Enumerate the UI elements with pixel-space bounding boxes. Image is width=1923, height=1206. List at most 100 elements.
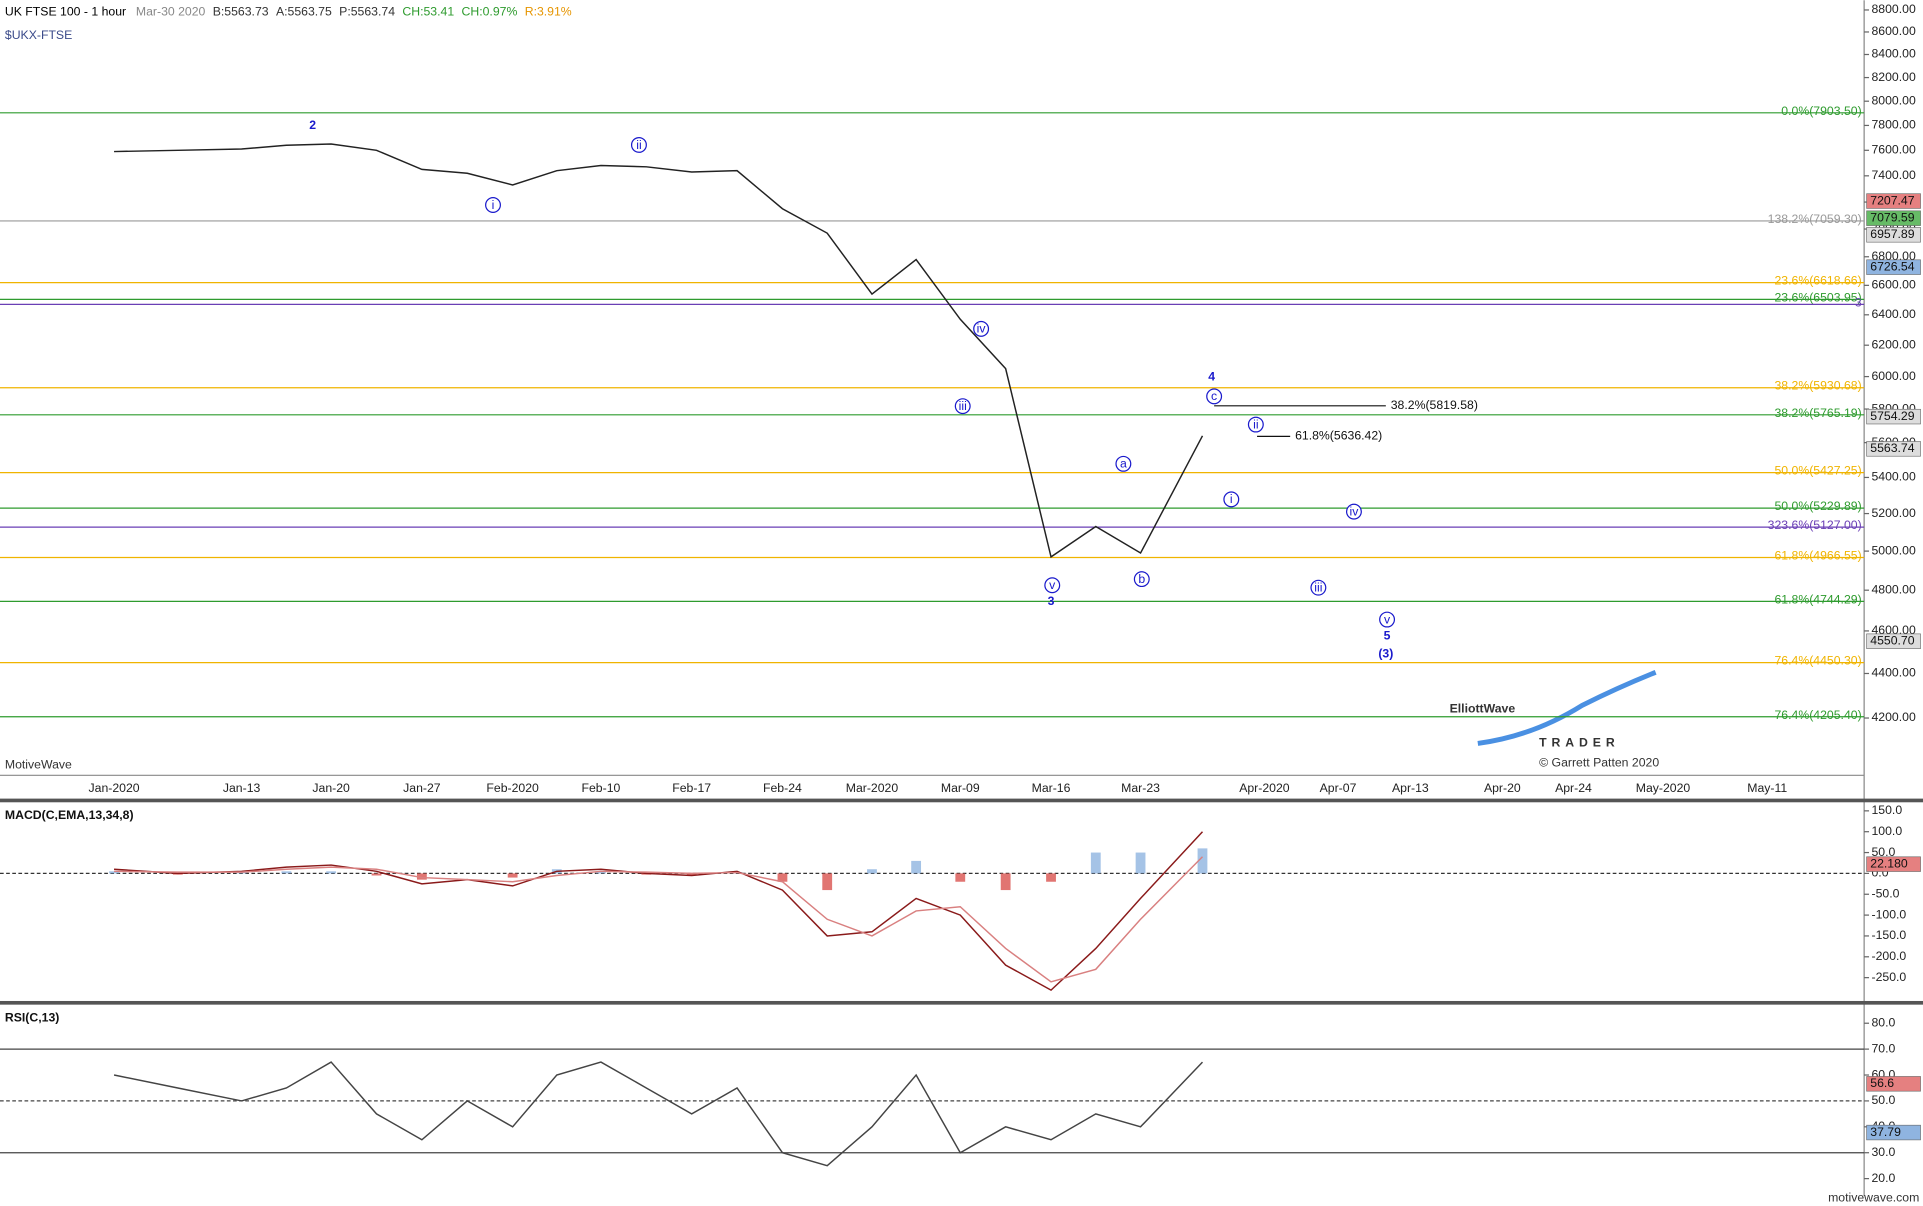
price-tag-label: 7207.47: [1870, 193, 1914, 207]
title: UK FTSE 100 - 1 hour: [5, 5, 126, 19]
logo: ElliottWave: [1450, 701, 1516, 715]
fib-label: 50.0%(5229.89): [1774, 499, 1861, 513]
wave-circle: [1345, 503, 1362, 520]
fib-label: 50.0%(5427.25): [1774, 464, 1861, 478]
x-tick-label: Apr-07: [1320, 781, 1357, 795]
histogram-bar: [822, 873, 833, 891]
wave-circle: [954, 398, 971, 415]
wave-label: iv: [1350, 504, 1360, 518]
fib-label: 76.4%(4205.40): [1774, 708, 1861, 722]
histogram-bar: [507, 873, 518, 878]
wave-circle: [1133, 571, 1150, 588]
y-tick-label: 6200.00: [1871, 337, 1915, 351]
price-tag: [1866, 1124, 1921, 1141]
wave-label: c: [1211, 389, 1217, 403]
wave-label: i: [492, 198, 495, 212]
series-line: [114, 856, 1204, 983]
fib-label: 23.6%(6618.66): [1774, 274, 1861, 288]
y-tick-label: 5000.00: [1871, 543, 1915, 557]
y-tick-label: 5200.00: [1871, 506, 1915, 520]
price-tag-label: 6957.89: [1870, 227, 1914, 241]
histogram-bar: [371, 873, 382, 876]
wave-label: (3): [1378, 647, 1393, 661]
copyright: © Garrett Patten 2020: [1539, 755, 1659, 769]
y-tick-label: 8600.00: [1871, 24, 1915, 38]
y-tick-label: 6000.00: [1871, 369, 1915, 383]
price-tag: [1866, 441, 1921, 457]
wave-label: ii: [636, 138, 641, 152]
y-tick-label: 100.0: [1871, 824, 1902, 838]
wave-circle: [1206, 388, 1223, 405]
histogram-bar: [236, 872, 247, 874]
y-tick-label: -50.0: [1871, 886, 1899, 900]
header-line: UK FTSE 100 - 1 hour Mar-30 2020 B:5563.73…: [5, 5, 572, 19]
x-tick-label: Feb-10: [582, 781, 621, 795]
histogram-bar: [1000, 873, 1011, 891]
histogram-bar: [1046, 873, 1056, 882]
price-tag-label: 4550.70: [1870, 633, 1914, 647]
price-tag: [1866, 1076, 1921, 1092]
price-tag-label: 5754.29: [1870, 409, 1914, 423]
price-tag: [1866, 210, 1921, 226]
fib-label: 61.8%(4744.29): [1774, 592, 1861, 606]
histogram-bar: [955, 873, 966, 882]
wave-circle: [630, 136, 647, 153]
y-tick-label: 4800.00: [1871, 582, 1915, 596]
x-tick-label: Mar-09: [941, 781, 980, 795]
bid: B:5563.73: [213, 5, 269, 19]
ask: A:5563.75: [276, 5, 332, 19]
wave-circle: [1310, 579, 1327, 596]
y-tick-label: -250.0: [1871, 970, 1906, 984]
x-tick-label: Apr-2020: [1239, 781, 1290, 795]
x-tick-label: Apr-20: [1484, 781, 1521, 795]
x-tick-label: Jan-20: [312, 781, 350, 795]
change-pct: CH:0.97%: [462, 5, 518, 19]
x-tick-label: May-2020: [1636, 781, 1691, 795]
wave-label: ii: [1253, 417, 1258, 431]
histogram-bar: [911, 860, 922, 874]
histogram-bar: [281, 871, 292, 874]
fib-label: 0.0%(7903.50): [1781, 104, 1861, 118]
y-tick-label: -200.0: [1871, 949, 1906, 963]
change: CH:53.41: [402, 5, 454, 19]
wave-circle: [1115, 455, 1132, 472]
x-tick-label: Feb-17: [672, 781, 711, 795]
fib-label: 3: [1855, 295, 1862, 309]
x-tick-label: Apr-13: [1392, 781, 1429, 795]
fib-label: 23.6%(6503.95): [1774, 290, 1861, 304]
series-line: [114, 831, 1204, 992]
wave-label: iii: [1314, 581, 1322, 595]
x-tick-label: Mar-2020: [846, 781, 899, 795]
wave-label: 5: [1384, 628, 1391, 642]
x-tick-label: Jan-13: [223, 781, 261, 795]
y-tick-label: -100.0: [1871, 907, 1906, 921]
price-tag: [1866, 227, 1921, 243]
x-tick-label: Feb-2020: [486, 781, 539, 795]
price-tag-label: 6726.54: [1870, 259, 1914, 273]
wave-circle: [973, 320, 990, 337]
wave-circle: [1379, 611, 1396, 628]
wave-circle: [1044, 577, 1061, 594]
histogram-bar: [326, 871, 337, 874]
y-tick-label: 5400.00: [1871, 470, 1915, 484]
price-tag: [1866, 856, 1921, 872]
wave-label: 4: [1208, 370, 1215, 384]
price-tag-label: 56.6: [1870, 1076, 1894, 1090]
wave-label: iii: [959, 399, 967, 413]
price-tag: [1866, 408, 1921, 425]
measure-label: 61.8%(5636.42): [1295, 429, 1382, 443]
histogram-bar: [686, 873, 697, 876]
wave-label: 3: [1048, 594, 1055, 608]
y-tick-label: 50.0: [1871, 1093, 1895, 1107]
price-tag-label: 37.79: [1870, 1125, 1901, 1139]
panel-title: RSI(C,13): [5, 1010, 59, 1024]
fib-label: 61.8%(4966.55): [1774, 549, 1861, 563]
x-tick-label: Mar-23: [1121, 781, 1160, 795]
price-tag-label: 7079.59: [1870, 210, 1914, 224]
wave-circle: [1223, 491, 1240, 508]
logo-sub: TRADER: [1539, 736, 1619, 750]
x-tick-label: Apr-24: [1555, 781, 1592, 795]
y-tick-label: 70.0: [1871, 1041, 1895, 1055]
